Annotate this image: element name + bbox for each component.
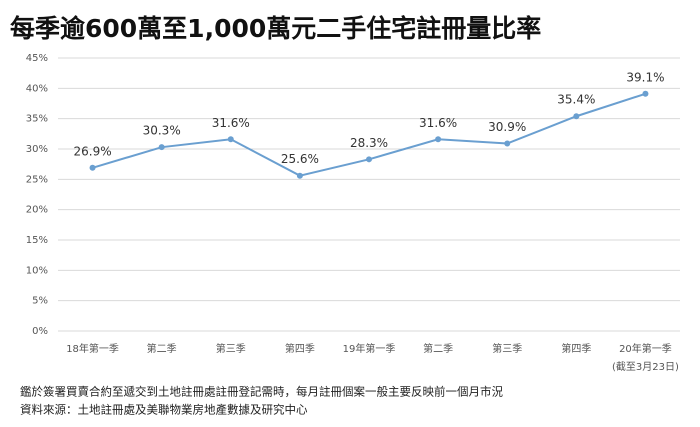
x-tick-label: 20年第一季	[619, 342, 672, 355]
x-tick-label: 第四季	[285, 342, 315, 355]
y-tick-label: 30%	[26, 144, 48, 155]
y-tick-label: 35%	[26, 114, 48, 125]
x-tick-label: 18年第一季	[66, 342, 119, 355]
x-tick-label: 第二季	[147, 342, 177, 355]
marker	[642, 90, 649, 97]
x-tick-label: 第三季	[492, 342, 522, 355]
marker	[504, 140, 511, 147]
value-label: 25.6%	[281, 152, 319, 166]
value-label: 35.4%	[557, 93, 595, 107]
marker	[573, 113, 580, 120]
marker	[366, 156, 372, 163]
marker	[435, 136, 442, 143]
y-tick-label: 45%	[26, 53, 48, 64]
value-label: 26.9%	[73, 144, 111, 158]
value-label: 28.3%	[350, 136, 388, 150]
footnote: 資料來源：土地註冊處及美聯物業房地產數據及研究中心	[20, 403, 308, 417]
x-tick-label: 19年第一季	[343, 342, 396, 355]
value-label: 31.6%	[419, 116, 457, 130]
y-tick-label: 5%	[32, 296, 48, 307]
value-label: 30.9%	[488, 120, 526, 134]
y-tick-label: 20%	[26, 205, 48, 216]
x-tick-label: 第三季	[216, 342, 246, 355]
chart-title: 每季逾600萬至1,000萬元二手住宅註冊量比率	[10, 14, 541, 43]
y-tick-label: 0%	[32, 326, 48, 337]
value-label: 31.6%	[212, 116, 250, 130]
value-label: 30.3%	[143, 124, 181, 138]
y-tick-label: 15%	[26, 235, 48, 246]
marker	[89, 164, 96, 171]
x-tick-label: 第四季	[561, 342, 591, 355]
marker	[158, 144, 165, 151]
marker	[227, 136, 234, 143]
x-tick-note: (截至3月23日)	[612, 360, 679, 373]
y-tick-label: 10%	[26, 265, 48, 276]
y-tick-label: 25%	[26, 174, 48, 185]
x-tick-label: 第二季	[423, 342, 453, 355]
value-label: 39.1%	[626, 70, 664, 84]
y-tick-label: 40%	[26, 83, 48, 94]
marker	[296, 172, 303, 179]
footnote: 鑑於簽署買賣合約至遞交到土地註冊處註冊登記需時，每月註冊個案一般主要反映前一個月…	[20, 385, 503, 399]
